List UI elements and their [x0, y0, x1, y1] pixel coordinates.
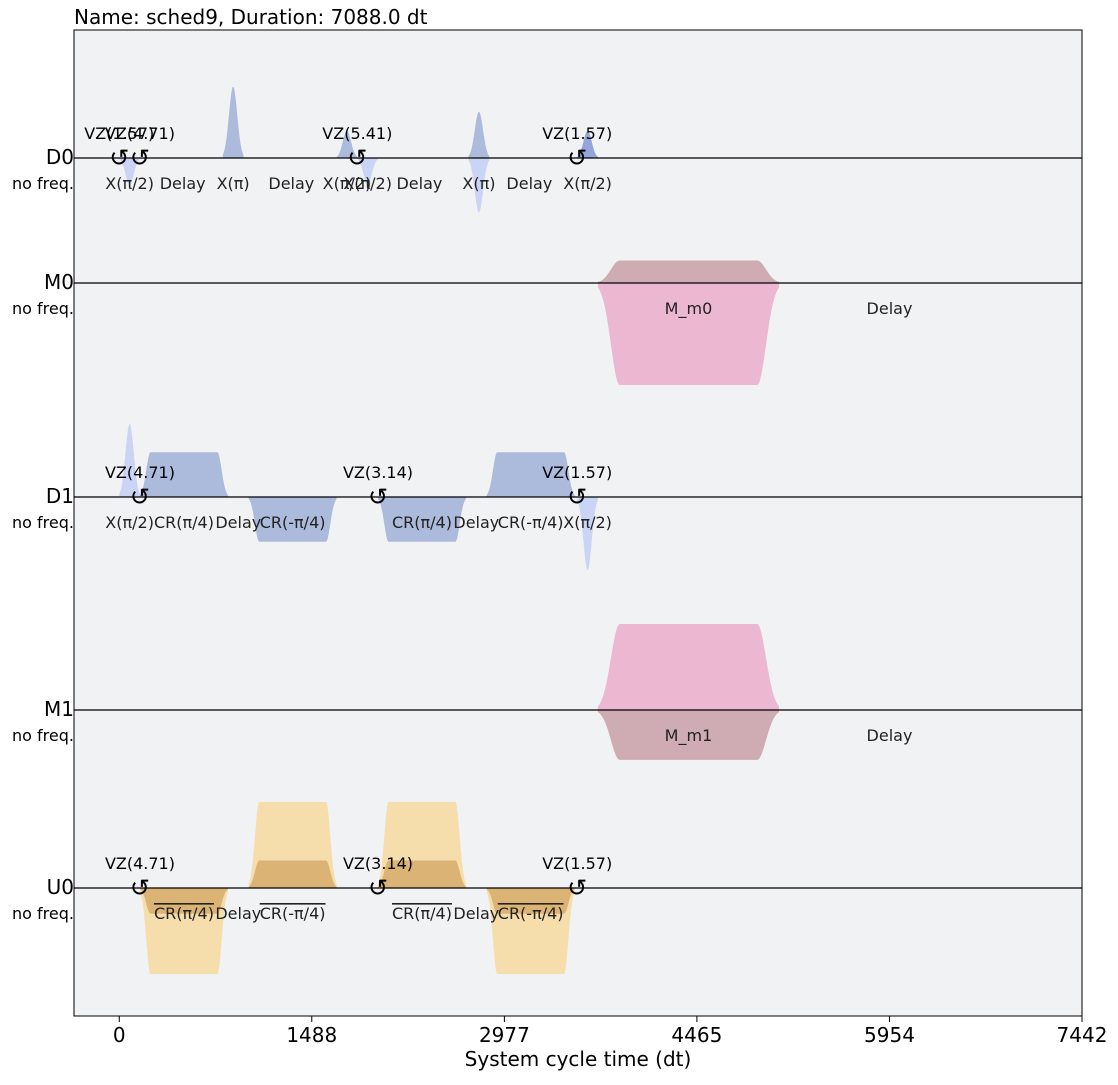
frame-change-label: VZ(1.57) [542, 463, 612, 482]
instruction-label: Delay [867, 726, 913, 745]
pulse-u0-4 [378, 860, 466, 888]
pulse-m1-1 [597, 710, 780, 760]
channel-frequency: no freq. [12, 174, 74, 193]
frame-change-label: VZ(3.14) [343, 854, 413, 873]
frame-change-label: VZ(4.71) [105, 124, 175, 143]
instruction-label: CR(-π/4) [260, 904, 326, 923]
pulse-u0-7 [486, 888, 575, 914]
instruction-label: X(π/2) [105, 174, 154, 193]
channel-m0: M0 no freq. M_m0 Delay [12, 260, 1082, 385]
x-tick-label: 2977 [479, 1023, 530, 1047]
instruction-label: X(π/2) [105, 513, 154, 532]
channel-name: M1 [44, 697, 74, 721]
frame-change-icon: ↺ [130, 483, 150, 511]
instruction-label: M_m0 [665, 299, 713, 319]
channel-m1: M1 no freq. M_m1 Delay [12, 624, 1082, 760]
pulse-d0-1 [222, 86, 244, 158]
pulse-m1-0 [597, 624, 780, 710]
plot-area [73, 29, 1083, 1017]
instruction-label: Delay [453, 904, 499, 923]
instruction-label: CR(π/4) [392, 513, 452, 532]
x-axis-ticks: 0 1488 2977 4465 5954 7442 [113, 1016, 1108, 1047]
x-tick-label: 0 [113, 1023, 126, 1047]
pulse-d0-5 [468, 158, 490, 213]
chart-title: Name: sched9, Duration: 7088.0 dt [74, 5, 428, 29]
pulse-u0-2 [248, 860, 337, 888]
pulse-d0-3 [357, 158, 378, 185]
frame-change-icon: ↺ [109, 144, 129, 172]
frame-change-icon: ↺ [130, 874, 150, 902]
pulse-u0-6 [139, 888, 228, 914]
frame-change-icon: ↺ [567, 144, 587, 172]
frame-change-label: VZ(1.57) [84, 124, 154, 143]
frame-change-icon: ↺ [368, 483, 388, 511]
instruction-label: X(π) [462, 174, 495, 193]
instruction-label: CR(π/4) [392, 904, 452, 923]
instruction-label: Delay [160, 174, 206, 193]
frame-change-icon: ↺ [567, 874, 587, 902]
channel-name: D1 [46, 484, 74, 508]
channel-name: M0 [44, 270, 74, 294]
instruction-label: CR(-π/4) [260, 513, 326, 532]
frame-change-label: VZ(1.57) [542, 124, 612, 143]
channel-frequency: no freq. [12, 513, 74, 532]
instruction-label: Delay [396, 174, 442, 193]
frame-change-icon: ↺ [347, 144, 367, 172]
frame-change-icon: ↺ [130, 144, 150, 172]
channel-frequency: no freq. [12, 726, 74, 745]
instruction-label: Delay [453, 513, 499, 532]
pulse-d1-0 [119, 423, 140, 497]
frame-change-label: VZ(5.41) [322, 124, 392, 143]
instruction-label: X(π/2) [563, 174, 612, 193]
pulse-d0-6 [577, 131, 598, 158]
channel-frequency: no freq. [12, 904, 74, 923]
instruction-label: Delay [506, 174, 552, 193]
frame-change-icon: ↺ [567, 483, 587, 511]
instruction-label: X(π) [217, 174, 250, 193]
x-tick-label: 7442 [1057, 1023, 1108, 1047]
pulse-m0-1 [597, 283, 780, 385]
x-axis-label: System cycle time (dt) [465, 1047, 692, 1071]
pulse-d1-2 [248, 497, 337, 542]
instruction-label: Delay [215, 513, 261, 532]
pulse-m0-0 [597, 260, 780, 283]
frame-change-label: VZ(1.57) [542, 854, 612, 873]
instruction-label: X(π/2) [323, 174, 372, 193]
instruction-label: CR(π/4) [154, 904, 214, 923]
instruction-label: M_m1 [665, 726, 713, 746]
frame-change-label: VZ(4.71) [105, 854, 175, 873]
instruction-label: CR(π/4) [154, 513, 214, 532]
frame-change-icon: ↺ [368, 874, 388, 902]
x-tick-label: 4465 [671, 1023, 722, 1047]
pulse-d0-2 [336, 131, 358, 158]
channel-frequency: no freq. [12, 299, 74, 318]
instruction-label: X(π/2) [563, 513, 612, 532]
pulse-d1-4 [486, 452, 575, 497]
instruction-label: Delay [268, 174, 314, 193]
channel-name: D0 [46, 145, 74, 169]
frame-change-label: VZ(3.14) [343, 463, 413, 482]
pulse-d1-5 [577, 497, 598, 571]
x-tick-label: 1488 [286, 1023, 337, 1047]
instruction-label: CR(-π/4) [498, 513, 564, 532]
pulse-d0-4 [468, 111, 490, 158]
channel-name: U0 [47, 875, 74, 899]
instruction-label: Delay [867, 299, 913, 318]
instruction-label: Delay [215, 904, 261, 923]
instruction-label: CR(-π/4) [498, 904, 564, 923]
pulse-d0-0 [119, 158, 140, 185]
x-tick-label: 5954 [864, 1023, 915, 1047]
instruction-label: X(π/2) [343, 174, 392, 193]
pulse-d1-3 [378, 497, 466, 542]
frame-change-label: VZ(4.71) [105, 463, 175, 482]
pulse-d1-1 [139, 452, 228, 497]
